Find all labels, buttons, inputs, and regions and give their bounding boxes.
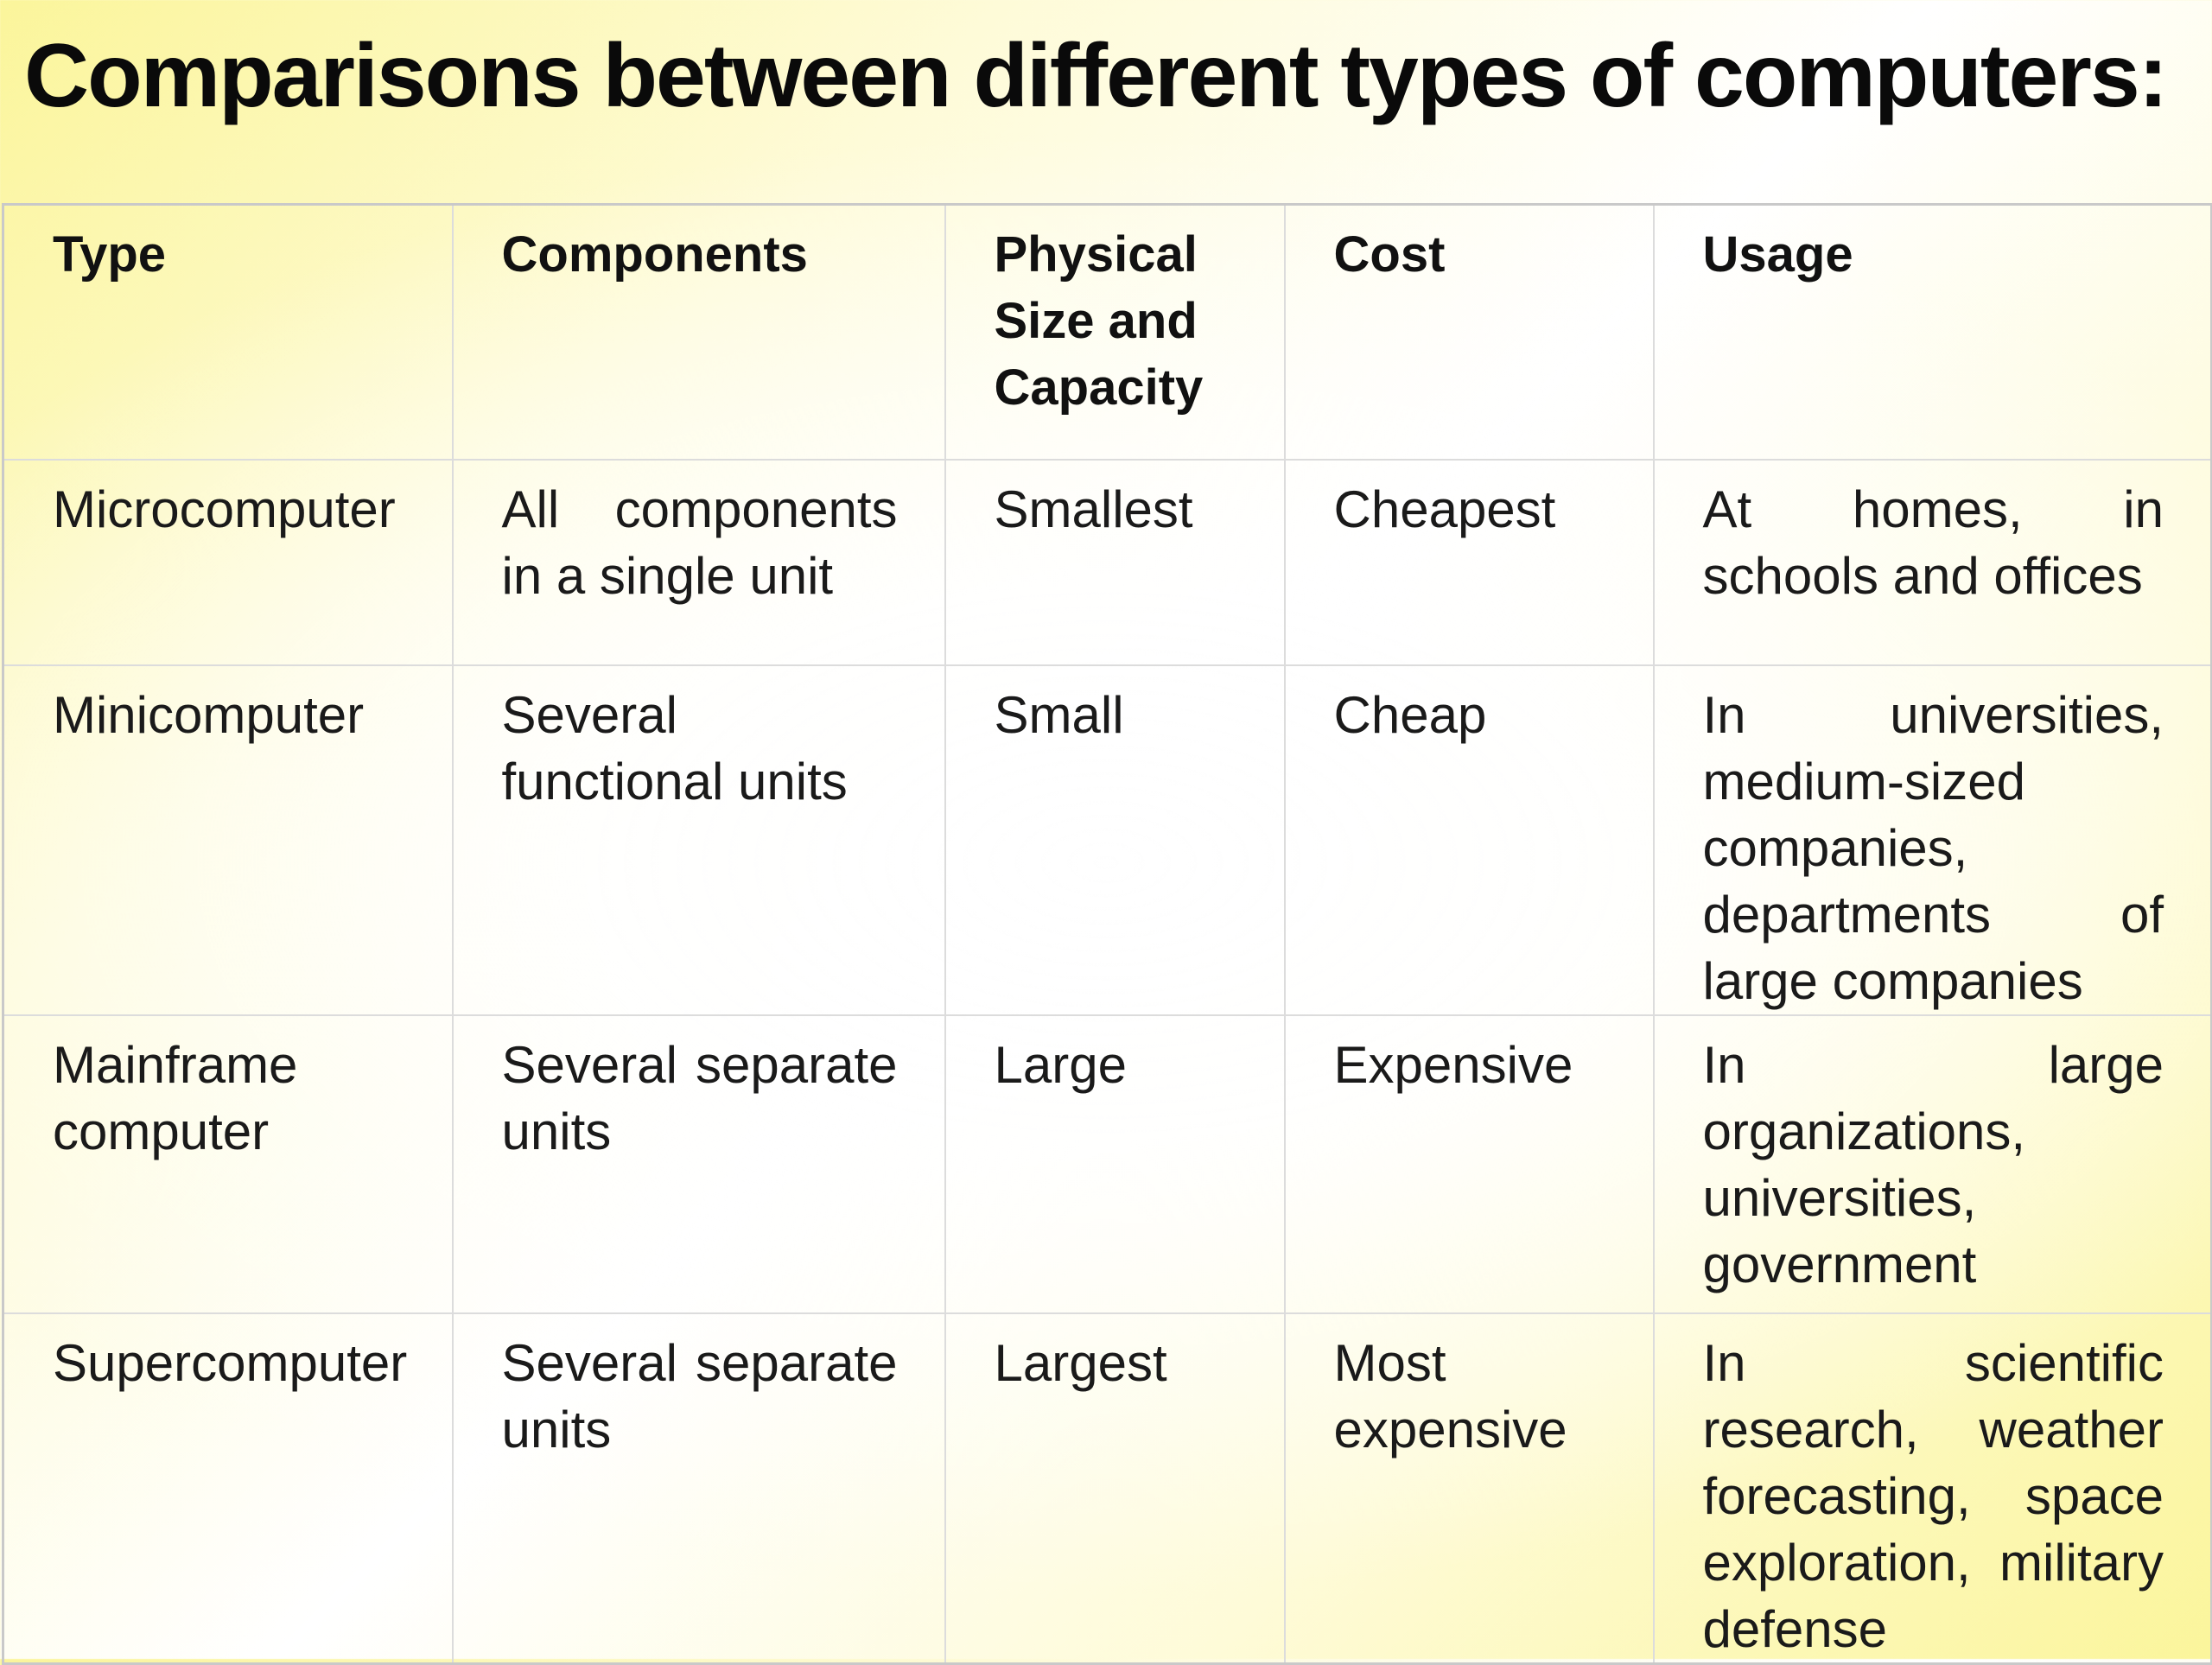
table-row: Supercomputer Several separate units Lar… (2, 1312, 2212, 1665)
page-title: Comparisons between different types of c… (24, 26, 2168, 126)
comparison-table: Type Components Physical Size and Capaci… (2, 203, 2212, 1665)
cell-size: Largest (944, 1312, 1286, 1665)
cell-size: Small (944, 664, 1286, 1016)
table-header-row: Type Components Physical Size and Capaci… (2, 203, 2212, 461)
cell-usage: In universities, medium-sized companies,… (1652, 664, 2212, 1016)
cell-type: Supercomputer (2, 1312, 454, 1665)
header-usage: Usage (1652, 203, 2212, 461)
cell-cost: Most expensive (1283, 1312, 1655, 1665)
cell-components: Several separate units (451, 1312, 946, 1665)
cell-cost: Cheap (1283, 664, 1655, 1016)
table-row: Mainframe computer Several separate unit… (2, 1014, 2212, 1314)
cell-usage: In scientific research, weather forecast… (1652, 1312, 2212, 1665)
cell-size: Smallest (944, 458, 1286, 666)
cell-cost: Expensive (1283, 1014, 1655, 1314)
header-cost: Cost (1283, 203, 1655, 461)
comparison-table-container: Type Components Physical Size and Capaci… (2, 203, 2212, 1665)
cell-size: Large (944, 1014, 1286, 1314)
header-type: Type (2, 203, 454, 461)
cell-cost: Cheapest (1283, 458, 1655, 666)
cell-components: All components in a single unit (451, 458, 946, 666)
cell-usage: At homes, in schools and offices (1652, 458, 2212, 666)
cell-components: Several functional units (451, 664, 946, 1016)
cell-type: Minicomputer (2, 664, 454, 1016)
header-physical-size: Physical Size and Capacity (944, 203, 1286, 461)
table-row: Microcomputer All components in a single… (2, 458, 2212, 666)
cell-type: Mainframe computer (2, 1014, 454, 1314)
cell-components: Several separate units (451, 1014, 946, 1314)
header-components: Components (451, 203, 946, 461)
cell-type: Microcomputer (2, 458, 454, 666)
cell-usage: In large organizations, universities, go… (1652, 1014, 2212, 1314)
table-row: Minicomputer Several functional units Sm… (2, 664, 2212, 1016)
